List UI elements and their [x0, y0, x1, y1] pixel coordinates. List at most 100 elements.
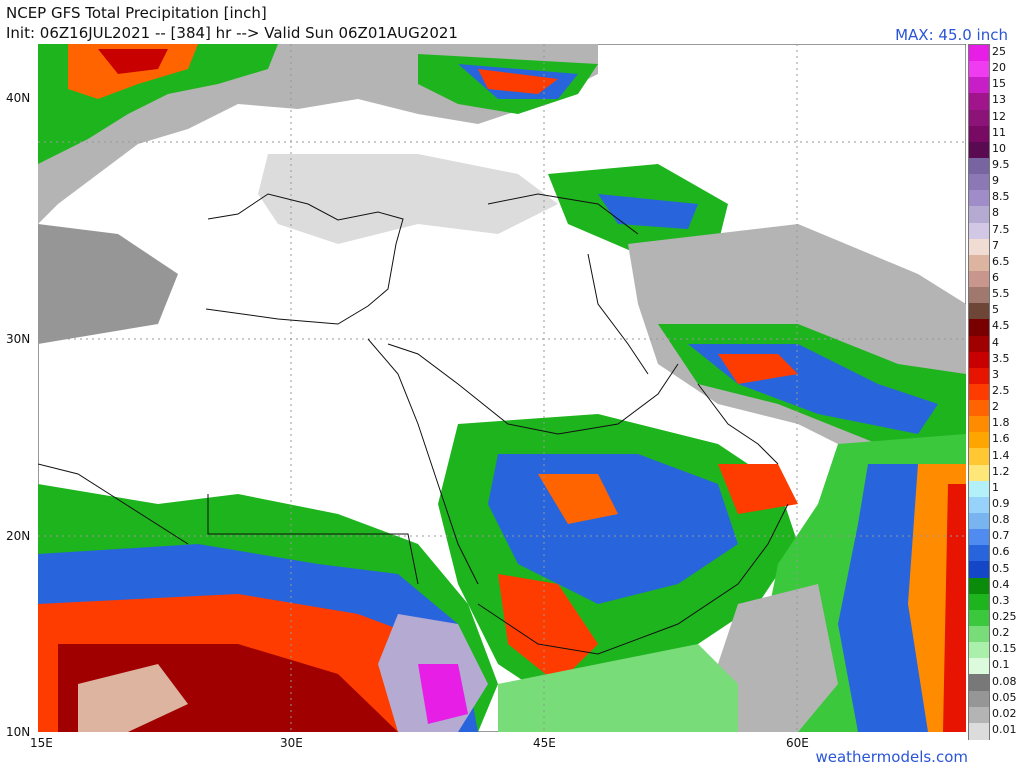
colorbar-level-label: 11: [992, 125, 1006, 139]
colorbar-swatch: [969, 141, 989, 159]
colorbar-level-label: 7: [992, 238, 999, 252]
colorbar-level-label: 9: [992, 174, 999, 188]
map-canvas: [38, 44, 966, 732]
colorbar-swatch: [969, 529, 989, 547]
colorbar-swatch: [969, 513, 989, 531]
colorbar-swatch: [969, 432, 989, 450]
colorbar-swatch: [969, 270, 989, 288]
colorbar-level-label: 6.5: [992, 254, 1010, 268]
colorbar-level-label: 4: [992, 335, 999, 349]
colorbar-swatch: [969, 319, 989, 337]
colorbar-swatch: [969, 367, 989, 385]
colorbar-swatch: [969, 303, 989, 321]
colorbar-level-label: 13: [992, 93, 1006, 107]
colorbar-level-label: 4.5: [992, 319, 1010, 333]
lat-label-40n: 40N: [6, 91, 31, 105]
colorbar-level-label: 5: [992, 303, 999, 317]
colorbar-swatch: [969, 448, 989, 466]
precipitation-map: [38, 44, 966, 732]
colorbar-swatch: [969, 642, 989, 660]
colorbar-level-label: 2: [992, 400, 999, 414]
colorbar-swatch: [969, 206, 989, 224]
colorbar-level-label: 0.08: [992, 674, 1017, 688]
map-header: NCEP GFS Total Precipitation [inch] Init…: [6, 4, 1018, 44]
colorbar-swatch: [969, 626, 989, 644]
colorbar-level-label: 0.7: [992, 529, 1010, 543]
colorbar-level-label: 0.1: [992, 658, 1010, 672]
colorbar-level-label: 0.4: [992, 577, 1010, 591]
colorbar-level-label: 3.5: [992, 351, 1010, 365]
colorbar-swatch: [969, 480, 989, 498]
colorbar-swatch: [969, 77, 989, 95]
colorbar-level-label: 0.3: [992, 593, 1010, 607]
colorbar-level-label: 8: [992, 206, 999, 220]
map-title: NCEP GFS Total Precipitation [inch]: [6, 4, 267, 22]
colorbar-level-label: 5.5: [992, 287, 1010, 301]
colorbar-level-label: 20: [992, 61, 1006, 75]
colorbar-level-label: 0.6: [992, 545, 1010, 559]
colorbar-level-label: 3: [992, 367, 999, 381]
colorbar-swatch: [969, 674, 989, 692]
colorbar-swatch: [969, 416, 989, 434]
colorbar-level-label: 1.4: [992, 448, 1010, 462]
coastlines: [38, 193, 789, 655]
colorbar-swatch: [969, 561, 989, 579]
colorbar-level-label: 0.25: [992, 609, 1017, 623]
colorbar-level-label: 1.8: [992, 416, 1010, 430]
colorbar-swatch: [969, 335, 989, 353]
colorbar-swatch: [969, 45, 989, 62]
colorbar-swatch: [969, 658, 989, 676]
colorbar-level-label: 9.5: [992, 158, 1010, 172]
colorbar-swatch: [969, 593, 989, 611]
colorbar-swatch: [969, 174, 989, 192]
colorbar-level-label: 0.9: [992, 496, 1010, 510]
colorbar-swatch: [969, 125, 989, 143]
colorbar-level-label: 25: [992, 45, 1006, 59]
colorbar-level-label: 0.8: [992, 513, 1010, 527]
lon-label-45e: 45E: [533, 736, 556, 750]
colorbar-level-label: 10: [992, 141, 1006, 155]
colorbar-swatch: [969, 609, 989, 627]
colorbar-swatch: [969, 109, 989, 127]
lon-label-15e: 15E: [30, 736, 53, 750]
colorbar-level-label: 0.2: [992, 626, 1010, 640]
colorbar-swatch: [969, 351, 989, 369]
colorbar-swatch: [969, 400, 989, 418]
colorbar-level-label: 7.5: [992, 222, 1010, 236]
colorbar-level-label: 1.6: [992, 432, 1010, 446]
colorbar-level-label: 8.5: [992, 190, 1010, 204]
colorbar-swatch: [969, 222, 989, 240]
colorbar-swatch: [969, 690, 989, 708]
colorbar-level-label: 0.01: [992, 722, 1017, 736]
colorbar-swatch: [969, 464, 989, 482]
colorbar-level-label: 2.5: [992, 384, 1010, 397]
credit-link[interactable]: weathermodels.com: [815, 748, 968, 766]
max-precip-label: MAX: 45.0 inch: [895, 26, 1008, 44]
colorbar-swatch: [969, 383, 989, 401]
colorbar-level-label: 0.15: [992, 642, 1017, 656]
colorbar-level-label: 12: [992, 109, 1006, 123]
colorbar-swatch: [969, 157, 989, 175]
colorbar-level-label: 0.02: [992, 706, 1017, 720]
colorbar-swatch: [969, 93, 989, 111]
precip-field: [38, 44, 966, 732]
colorbar-swatch: [969, 190, 989, 208]
colorbar-swatch: [969, 722, 989, 740]
colorbar-swatch: [969, 287, 989, 305]
lon-label-60e: 60E: [786, 736, 809, 750]
colorbar-level-label: 1: [992, 480, 999, 494]
colorbar-swatch: [969, 238, 989, 256]
colorbar-level-label: 1.2: [992, 464, 1010, 478]
lat-label-10n: 10N: [6, 725, 31, 739]
colorbar-swatch: [969, 545, 989, 563]
map-init-valid-time: Init: 06Z16JUL2021 -- [384] hr --> Valid…: [6, 24, 458, 42]
colorbar-level-label: 6: [992, 271, 999, 285]
colorbar-swatch: [969, 254, 989, 272]
lat-label-20n: 20N: [6, 529, 31, 543]
precip-colorbar: [968, 44, 990, 740]
colorbar-swatch: [969, 577, 989, 595]
colorbar-level-label: 0.5: [992, 561, 1010, 575]
lon-label-30e: 30E: [280, 736, 303, 750]
colorbar-swatch: [969, 61, 989, 79]
lat-label-30n: 30N: [6, 332, 31, 346]
